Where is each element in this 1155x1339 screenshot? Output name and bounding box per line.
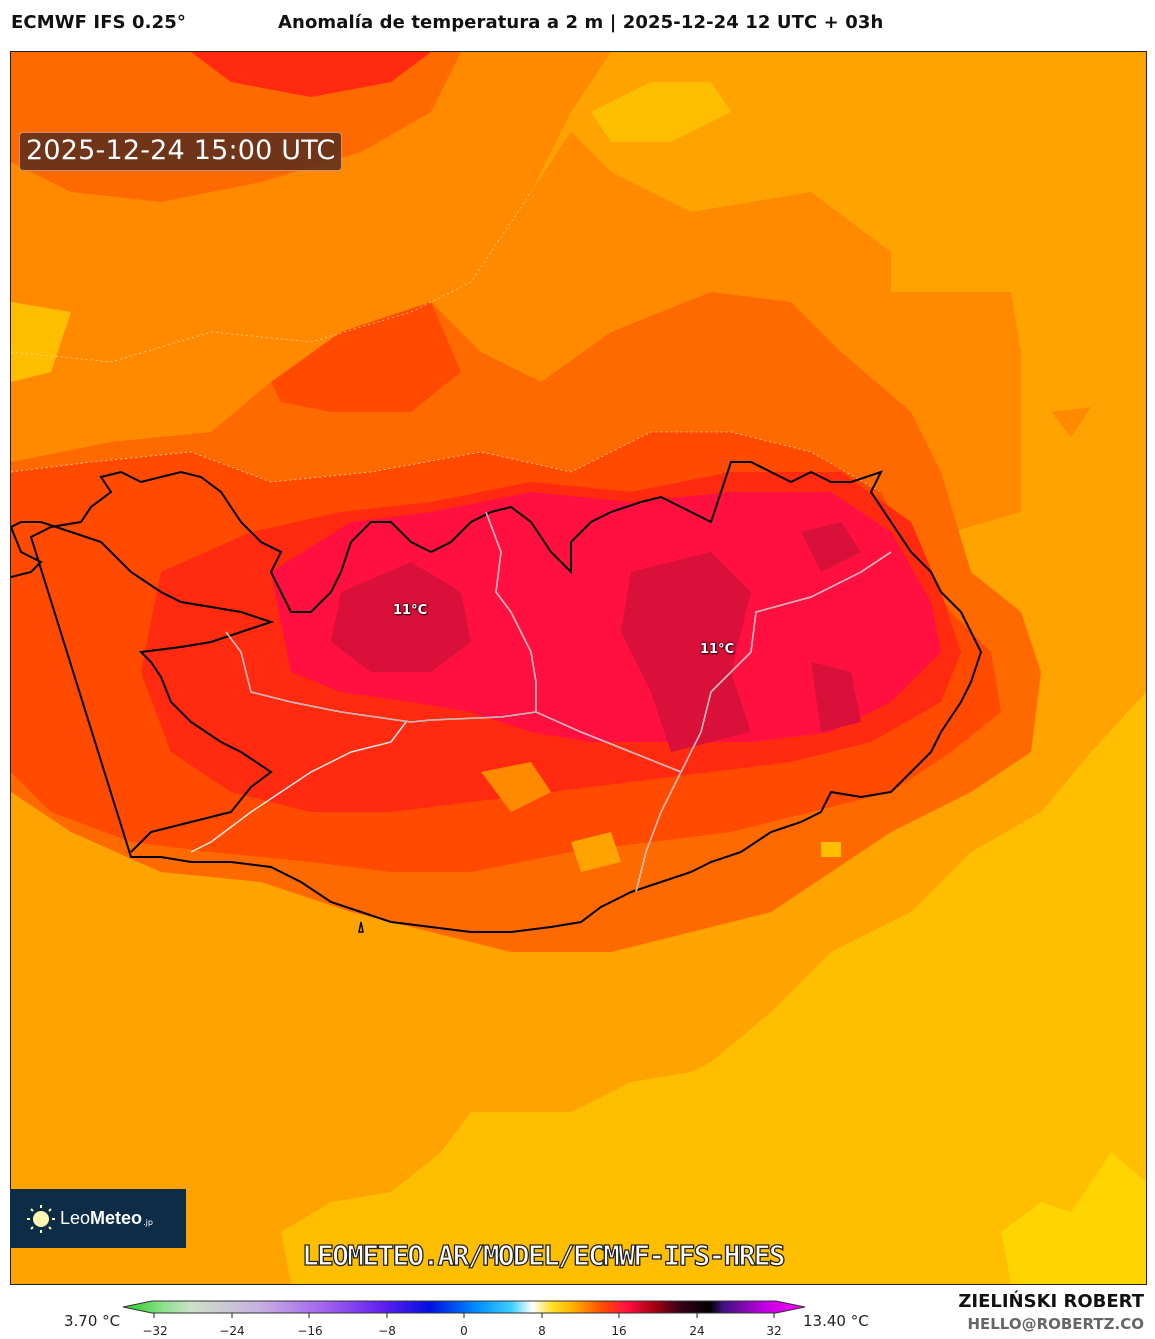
author-credit: ZIELIŃSKI ROBERT: [958, 1291, 1144, 1312]
colorbar-tick: 0: [460, 1324, 468, 1338]
contour-fill-layer: [11, 52, 1146, 1284]
colorbar-tick: −24: [219, 1324, 245, 1338]
chart-title: Anomalía de temperatura a 2 m | 2025-12-…: [278, 12, 884, 33]
leometeo-logo[interactable]: LeoMeteo .jp: [10, 1189, 186, 1248]
colorbar-tick: −32: [142, 1324, 168, 1338]
colorbar-tick: −16: [297, 1324, 323, 1338]
colorbar-tick: 16: [611, 1324, 627, 1338]
contour-label: 11°C: [700, 642, 735, 657]
colorbar-max-label: 13.40 °C: [803, 1312, 869, 1330]
colorbar-tick: 32: [766, 1324, 782, 1338]
colorbar-tick: 8: [538, 1324, 546, 1338]
author-email[interactable]: HELLO@ROBERTZ.CO: [967, 1315, 1144, 1333]
colorbar-tick: 24: [689, 1324, 705, 1338]
colorbar-min-label: 3.70 °C: [64, 1312, 121, 1330]
temperature-anomaly-map: 2025-12-24 15:00 UTC 11°C 11°C: [10, 51, 1147, 1285]
logo-text: LeoMeteo: [60, 1208, 143, 1228]
logo-tld: .jp: [143, 1218, 153, 1227]
contour-label: 11°C: [393, 603, 428, 618]
sun-icon: [27, 1204, 55, 1233]
model-title: ECMWF IFS 0.25°: [11, 12, 186, 33]
valid-time-badge: 2025-12-24 15:00 UTC: [19, 132, 343, 171]
colorbar: [122, 1300, 806, 1318]
colorbar-tick: −8: [378, 1324, 396, 1338]
coastline: [11, 461, 983, 933]
url-watermark: LEOMETEO.AR/MODEL/ECMWF-IFS-HRES: [301, 1238, 786, 1272]
